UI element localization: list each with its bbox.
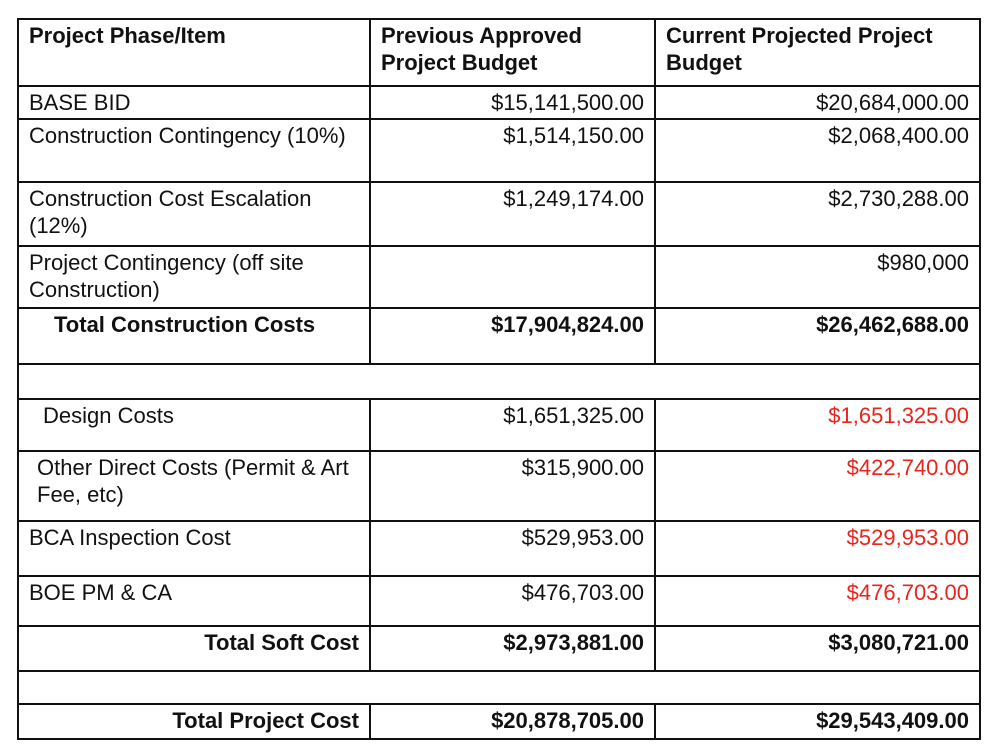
total-project-previous: $20,878,705.00 bbox=[369, 703, 656, 740]
total-project-label: Total Project Cost bbox=[17, 703, 371, 740]
total-construction-row: Total Construction Costs $17,904,824.00 … bbox=[17, 307, 981, 365]
table-row: Design Costs $1,651,325.00 $1,651,325.00 bbox=[17, 398, 981, 452]
row-previous: $1,514,150.00 bbox=[369, 118, 656, 183]
spacer-cell bbox=[17, 363, 981, 400]
row-item: Other Direct Costs (Permit & Art Fee, et… bbox=[17, 450, 371, 522]
spacer-cell bbox=[17, 670, 981, 705]
row-item: Design Costs bbox=[17, 398, 371, 452]
header-row: Project Phase/Item Previous Approved Pro… bbox=[17, 18, 981, 87]
row-item: BCA Inspection Cost bbox=[17, 520, 371, 577]
header-item: Project Phase/Item bbox=[17, 18, 371, 87]
row-previous: $15,141,500.00 bbox=[369, 85, 656, 120]
row-previous: $1,651,325.00 bbox=[369, 398, 656, 452]
total-project-row: Total Project Cost $20,878,705.00 $29,54… bbox=[17, 703, 981, 740]
total-construction-current: $26,462,688.00 bbox=[654, 307, 981, 365]
table-row: Construction Cost Escalation (12%) $1,24… bbox=[17, 181, 981, 247]
row-current: $20,684,000.00 bbox=[654, 85, 981, 120]
total-construction-label: Total Construction Costs bbox=[17, 307, 371, 365]
row-item: BOE PM & CA bbox=[17, 575, 371, 627]
spacer-row bbox=[17, 363, 981, 400]
total-soft-row: Total Soft Cost $2,973,881.00 $3,080,721… bbox=[17, 625, 981, 672]
row-previous: $315,900.00 bbox=[369, 450, 656, 522]
header-previous: Previous Approved Project Budget bbox=[369, 18, 656, 87]
total-project-current: $29,543,409.00 bbox=[654, 703, 981, 740]
row-current: $980,000 bbox=[654, 245, 981, 309]
row-current: $476,703.00 bbox=[654, 575, 981, 627]
total-construction-previous: $17,904,824.00 bbox=[369, 307, 656, 365]
row-item: Construction Cost Escalation (12%) bbox=[17, 181, 371, 247]
table-row: Project Contingency (off site Constructi… bbox=[17, 245, 981, 309]
table-row: BASE BID $15,141,500.00 $20,684,000.00 bbox=[17, 85, 981, 120]
table-row: Construction Contingency (10%) $1,514,15… bbox=[17, 118, 981, 183]
header-current: Current Projected Project Budget bbox=[654, 18, 981, 87]
budget-table: Project Phase/Item Previous Approved Pro… bbox=[17, 18, 981, 740]
row-item: Construction Contingency (10%) bbox=[17, 118, 371, 183]
row-current: $422,740.00 bbox=[654, 450, 981, 522]
row-item: Project Contingency (off site Constructi… bbox=[17, 245, 371, 309]
row-previous: $476,703.00 bbox=[369, 575, 656, 627]
row-current: $2,730,288.00 bbox=[654, 181, 981, 247]
table-row: Other Direct Costs (Permit & Art Fee, et… bbox=[17, 450, 981, 522]
table-row: BOE PM & CA $476,703.00 $476,703.00 bbox=[17, 575, 981, 627]
spacer-row bbox=[17, 670, 981, 705]
row-previous: $529,953.00 bbox=[369, 520, 656, 577]
row-previous: $1,249,174.00 bbox=[369, 181, 656, 247]
row-current: $529,953.00 bbox=[654, 520, 981, 577]
row-item: BASE BID bbox=[17, 85, 371, 120]
total-soft-label: Total Soft Cost bbox=[17, 625, 371, 672]
table-row: BCA Inspection Cost $529,953.00 $529,953… bbox=[17, 520, 981, 577]
row-current: $1,651,325.00 bbox=[654, 398, 981, 452]
row-previous bbox=[369, 245, 656, 309]
total-soft-current: $3,080,721.00 bbox=[654, 625, 981, 672]
total-soft-previous: $2,973,881.00 bbox=[369, 625, 656, 672]
row-current: $2,068,400.00 bbox=[654, 118, 981, 183]
